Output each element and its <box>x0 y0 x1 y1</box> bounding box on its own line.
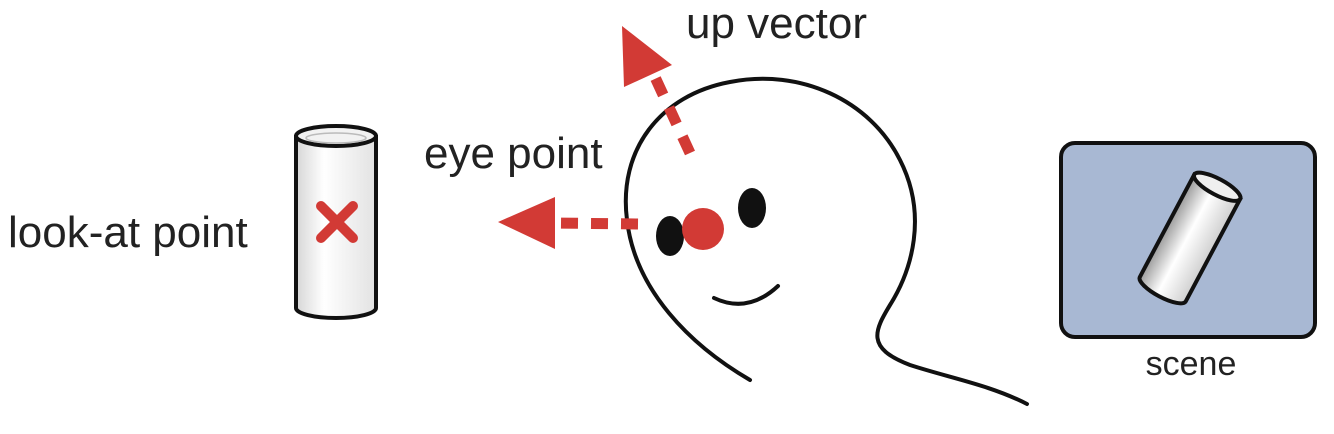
eye-point-dot <box>682 208 724 250</box>
up-vector-arrow <box>622 26 695 156</box>
left-eye <box>656 216 684 256</box>
scene-cylinder <box>1137 170 1243 306</box>
view-direction-arrow <box>498 197 639 249</box>
look-at-point-label: look-at point <box>8 208 248 257</box>
eye-point-label: eye point <box>424 129 603 178</box>
look-at-cross-mark <box>316 201 358 243</box>
right-eye <box>738 188 766 228</box>
scene-label: scene <box>1146 345 1237 383</box>
viewer-head-outline <box>623 76 1029 406</box>
mouth <box>712 284 780 306</box>
up-vector-label: up vector <box>686 0 867 48</box>
